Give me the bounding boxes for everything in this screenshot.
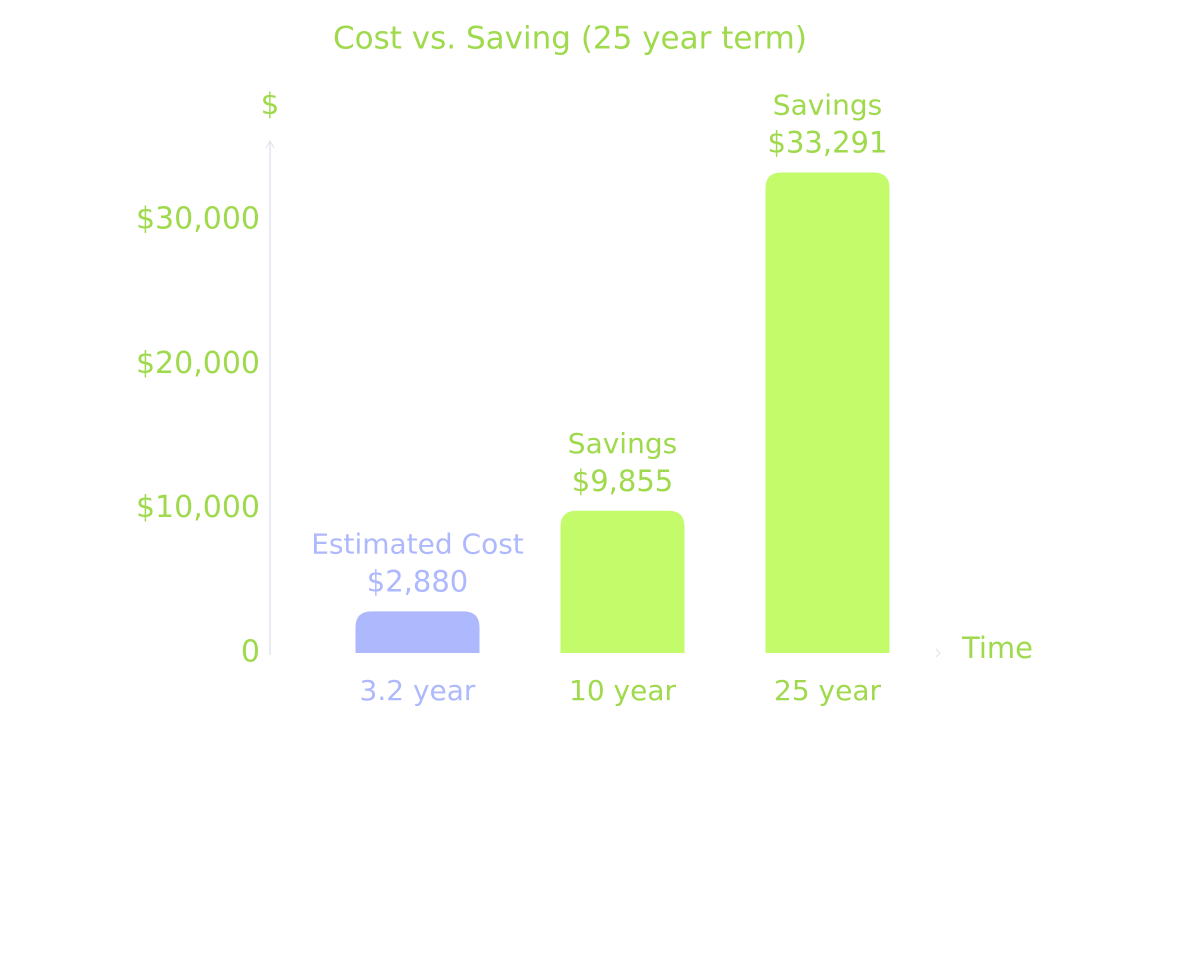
y-tick-label: $20,000 xyxy=(136,346,260,381)
x-tick-label: 25 year xyxy=(774,674,881,707)
x-tick-label: 10 year xyxy=(569,674,676,707)
y-tick-label: $30,000 xyxy=(136,202,260,237)
chart-title: Cost vs. Saving (25 year term) xyxy=(333,21,807,57)
y-axis-label: $ xyxy=(261,87,279,121)
bar-series-label: Savings xyxy=(773,88,882,121)
y-tick-label: $10,000 xyxy=(136,490,260,525)
bar xyxy=(355,611,480,653)
y-axis-arrow xyxy=(265,139,275,149)
x-axis-label: Time xyxy=(961,631,1033,665)
bar xyxy=(560,510,685,653)
bar-value-label: $33,291 xyxy=(768,125,888,159)
bar xyxy=(765,172,890,654)
bar-series-label: Savings xyxy=(568,427,677,460)
x-axis-arrow xyxy=(935,648,941,658)
bar-value-label: $9,855 xyxy=(572,464,673,498)
bar-value-label: $2,880 xyxy=(367,564,468,598)
x-tick-label: 3.2 year xyxy=(360,674,476,707)
bar-series-label: Estimated Cost xyxy=(311,527,524,560)
y-tick-label: 0 xyxy=(241,635,260,670)
